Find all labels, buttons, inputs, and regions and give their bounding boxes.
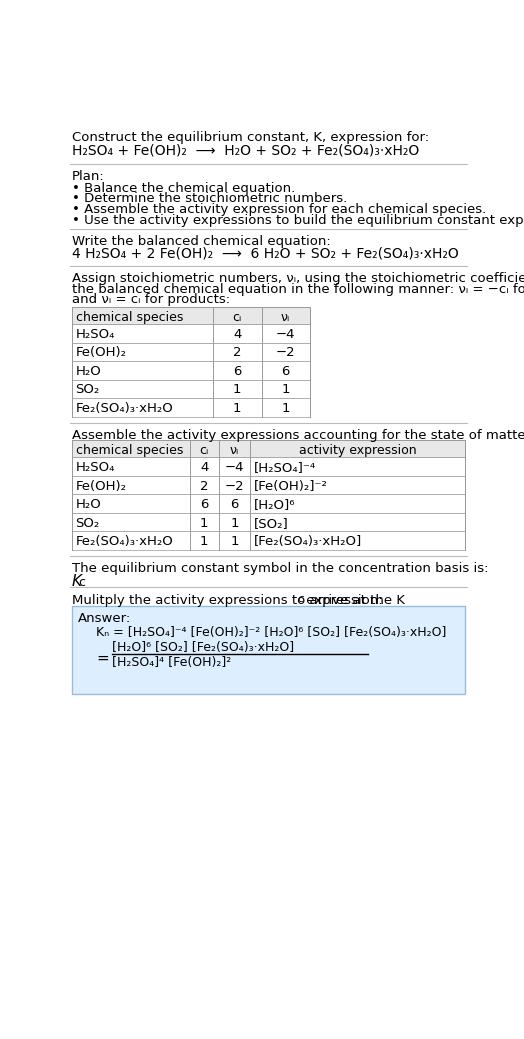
Bar <box>72 362 310 379</box>
Bar <box>72 324 310 343</box>
Text: Fe₂(SO₄)₃·xH₂O: Fe₂(SO₄)₃·xH₂O <box>75 402 173 415</box>
Text: K: K <box>72 574 82 588</box>
Text: Kₙ = [H₂SO₄]⁻⁴ [Fe(OH)₂]⁻² [H₂O]⁶ [SO₂] [Fe₂(SO₄)₃·xH₂O]: Kₙ = [H₂SO₄]⁻⁴ [Fe(OH)₂]⁻² [H₂O]⁶ [SO₂] … <box>96 625 447 639</box>
Text: Assemble the activity expressions accounting for the state of matter and νᵢ:: Assemble the activity expressions accoun… <box>72 429 524 442</box>
Text: SO₂: SO₂ <box>75 516 100 530</box>
Text: and νᵢ = cᵢ for products:: and νᵢ = cᵢ for products: <box>72 293 230 307</box>
Text: −2: −2 <box>276 346 296 359</box>
Text: chemical species: chemical species <box>75 311 183 324</box>
Text: νᵢ: νᵢ <box>230 445 239 457</box>
Text: 1: 1 <box>233 383 242 397</box>
Text: cᵢ: cᵢ <box>200 445 209 457</box>
Text: 2: 2 <box>233 346 242 359</box>
Text: νᵢ: νᵢ <box>281 311 290 324</box>
Text: 4: 4 <box>200 461 209 474</box>
Text: 1: 1 <box>233 402 242 415</box>
Text: Fe(OH)₂: Fe(OH)₂ <box>75 480 127 492</box>
Text: [H₂O]⁶: [H₂O]⁶ <box>254 498 296 511</box>
Bar <box>72 308 310 324</box>
Bar <box>72 441 465 457</box>
Text: Assign stoichiometric numbers, νᵢ, using the stoichiometric coefficients, cᵢ, fr: Assign stoichiometric numbers, νᵢ, using… <box>72 272 524 285</box>
Text: • Use the activity expressions to build the equilibrium constant expression.: • Use the activity expressions to build … <box>72 214 524 227</box>
Text: Plan:: Plan: <box>72 170 104 183</box>
Text: [H₂SO₄]⁻⁴: [H₂SO₄]⁻⁴ <box>254 461 316 474</box>
Text: −4: −4 <box>276 328 296 341</box>
Bar <box>72 495 465 513</box>
Text: −2: −2 <box>225 480 244 492</box>
Text: 6: 6 <box>230 498 238 511</box>
Text: 6: 6 <box>233 365 242 378</box>
Text: chemical species: chemical species <box>75 445 183 457</box>
Text: H₂O: H₂O <box>75 365 101 378</box>
Text: [Fe(OH)₂]⁻²: [Fe(OH)₂]⁻² <box>254 480 328 492</box>
Text: cᵢ: cᵢ <box>233 311 242 324</box>
Text: H₂SO₄ + Fe(OH)₂  ⟶  H₂O + SO₂ + Fe₂(SO₄)₃·xH₂O: H₂SO₄ + Fe(OH)₂ ⟶ H₂O + SO₂ + Fe₂(SO₄)₃·… <box>72 144 419 158</box>
Text: 1: 1 <box>200 516 209 530</box>
Text: Fe₂(SO₄)₃·xH₂O: Fe₂(SO₄)₃·xH₂O <box>75 535 173 549</box>
Text: Write the balanced chemical equation:: Write the balanced chemical equation: <box>72 235 331 247</box>
Text: 1: 1 <box>281 402 290 415</box>
Text: [Fe₂(SO₄)₃·xH₂O]: [Fe₂(SO₄)₃·xH₂O] <box>254 535 362 549</box>
Text: 1: 1 <box>281 383 290 397</box>
Text: Construct the equilibrium constant, K, expression for:: Construct the equilibrium constant, K, e… <box>72 131 429 143</box>
Bar <box>72 457 465 476</box>
Bar <box>72 398 310 417</box>
Text: The equilibrium constant symbol in the concentration basis is:: The equilibrium constant symbol in the c… <box>72 562 488 575</box>
Text: 2: 2 <box>200 480 209 492</box>
Text: • Assemble the activity expression for each chemical species.: • Assemble the activity expression for e… <box>72 204 486 216</box>
Bar <box>72 476 465 495</box>
Text: the balanced chemical equation in the following manner: νᵢ = −cᵢ for reactants: the balanced chemical equation in the fo… <box>72 283 524 295</box>
Bar <box>72 379 310 398</box>
Text: Mulitply the activity expressions to arrive at the K: Mulitply the activity expressions to arr… <box>72 593 405 607</box>
Text: Fe(OH)₂: Fe(OH)₂ <box>75 346 127 359</box>
Text: Answer:: Answer: <box>78 612 131 625</box>
Text: 1: 1 <box>230 535 239 549</box>
Text: expression:: expression: <box>302 593 383 607</box>
Text: • Balance the chemical equation.: • Balance the chemical equation. <box>72 182 295 194</box>
Text: H₂O: H₂O <box>75 498 101 511</box>
Bar <box>72 343 310 362</box>
Text: [H₂SO₄]⁴ [Fe(OH)₂]²: [H₂SO₄]⁴ [Fe(OH)₂]² <box>112 656 231 669</box>
Bar <box>72 513 465 531</box>
Text: −4: −4 <box>225 461 244 474</box>
Text: [H₂O]⁶ [SO₂] [Fe₂(SO₄)₃·xH₂O]: [H₂O]⁶ [SO₂] [Fe₂(SO₄)₃·xH₂O] <box>112 641 294 655</box>
Bar <box>72 531 465 550</box>
Text: 6: 6 <box>281 365 290 378</box>
Text: 1: 1 <box>200 535 209 549</box>
Text: SO₂: SO₂ <box>75 383 100 397</box>
Text: H₂SO₄: H₂SO₄ <box>75 328 115 341</box>
Text: activity expression: activity expression <box>299 445 417 457</box>
Text: =: = <box>96 650 109 666</box>
Text: • Determine the stoichiometric numbers.: • Determine the stoichiometric numbers. <box>72 192 347 206</box>
Text: 1: 1 <box>230 516 239 530</box>
Text: 4 H₂SO₄ + 2 Fe(OH)₂  ⟶  6 H₂O + SO₂ + Fe₂(SO₄)₃·xH₂O: 4 H₂SO₄ + 2 Fe(OH)₂ ⟶ 6 H₂O + SO₂ + Fe₂(… <box>72 246 458 261</box>
Text: 4: 4 <box>233 328 242 341</box>
Text: H₂SO₄: H₂SO₄ <box>75 461 115 474</box>
Bar <box>72 606 465 694</box>
Text: c: c <box>297 593 303 604</box>
Text: [SO₂]: [SO₂] <box>254 516 289 530</box>
Text: c: c <box>78 576 85 589</box>
Text: 6: 6 <box>200 498 209 511</box>
